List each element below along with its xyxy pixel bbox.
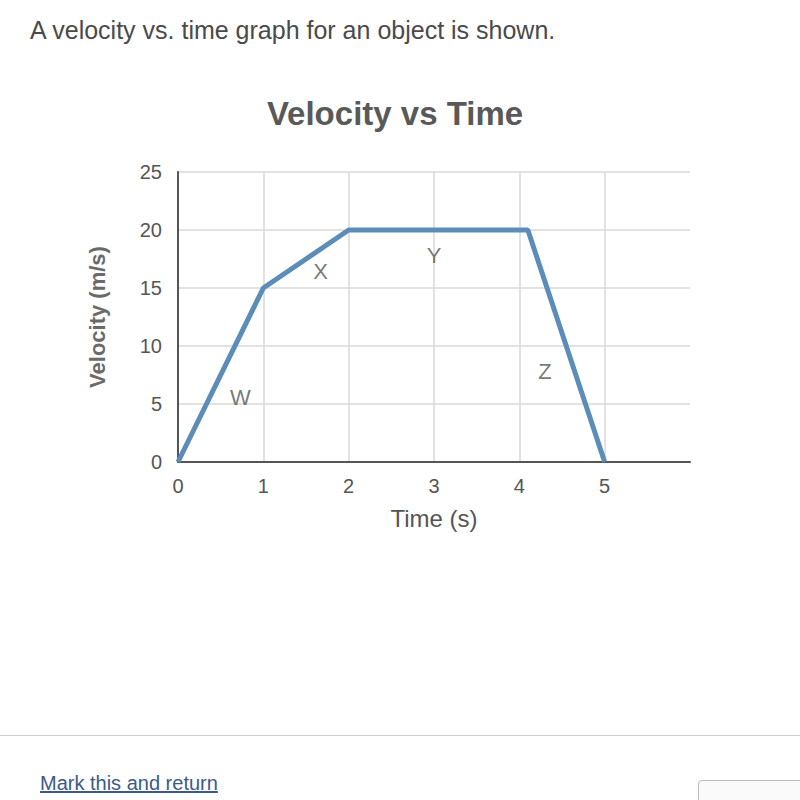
svg-text:5: 5	[599, 475, 610, 497]
svg-text:0: 0	[151, 451, 162, 473]
svg-text:0: 0	[172, 475, 183, 497]
svg-text:W: W	[230, 385, 251, 410]
svg-text:10: 10	[140, 335, 162, 357]
svg-text:1: 1	[258, 475, 269, 497]
svg-text:Time (s): Time (s)	[390, 505, 477, 532]
svg-text:3: 3	[428, 475, 439, 497]
svg-text:X: X	[313, 259, 328, 284]
svg-text:Velocity vs Time: Velocity vs Time	[267, 95, 523, 132]
svg-text:5: 5	[151, 393, 162, 415]
svg-text:20: 20	[140, 219, 162, 241]
svg-text:15: 15	[140, 277, 162, 299]
svg-text:Y: Y	[427, 243, 442, 268]
svg-text:Z: Z	[538, 359, 551, 384]
html-text:Mark this and return: Mark this and return	[40, 772, 218, 794]
svg-text:2: 2	[343, 475, 354, 497]
svg-text:Velocity (m/s): Velocity (m/s)	[85, 246, 110, 388]
html-text:A velocity vs. time graph for: A velocity vs. time graph for an object …	[30, 16, 556, 44]
svg-text:4: 4	[514, 475, 525, 497]
svg-text:25: 25	[140, 161, 162, 183]
